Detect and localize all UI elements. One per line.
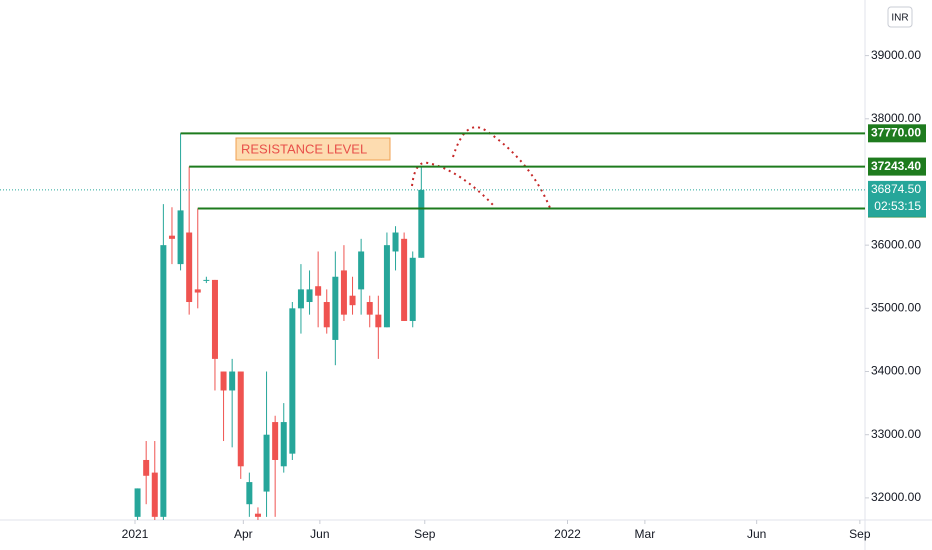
candle-body xyxy=(280,422,287,467)
candle-body xyxy=(383,245,390,328)
annotation: RESISTANCE LEVEL xyxy=(241,141,367,156)
candle-body xyxy=(143,459,150,476)
candle-body xyxy=(418,189,425,258)
candle-body xyxy=(160,245,167,517)
candle-body xyxy=(220,371,227,391)
x-tick-label: 2022 xyxy=(554,527,581,541)
candle-body xyxy=(168,235,175,239)
candle-body xyxy=(332,276,339,340)
arrow xyxy=(411,161,496,208)
candle-body xyxy=(358,251,365,290)
y-tick-label: 32000.00 xyxy=(871,490,921,504)
candle-body xyxy=(289,308,296,454)
x-tick-label: Apr xyxy=(234,527,253,541)
candle-body xyxy=(366,302,373,315)
candle-body xyxy=(254,513,261,517)
x-tick-label: Jun xyxy=(747,527,766,541)
candle-body xyxy=(177,210,184,265)
candle-body xyxy=(194,289,201,293)
level-label-box xyxy=(868,157,926,176)
y-tick-label: 33000.00 xyxy=(871,427,921,441)
candle-body xyxy=(306,289,313,303)
candle-body xyxy=(263,434,270,492)
candle-body xyxy=(272,422,279,460)
candle-body xyxy=(151,472,158,517)
candle-body xyxy=(211,279,218,359)
x-tick-label: Mar xyxy=(635,527,656,541)
level-label: 37243.40 xyxy=(871,159,921,173)
x-tick-label: Sep xyxy=(849,527,871,541)
candle-body xyxy=(315,286,322,296)
currency: INR xyxy=(891,13,908,24)
candle-body xyxy=(340,270,347,315)
candle-body xyxy=(229,371,236,391)
candle-body xyxy=(401,238,408,321)
candle-body xyxy=(349,295,356,306)
y-tick-label: 39000.00 xyxy=(871,48,921,62)
last-price-box xyxy=(868,180,926,217)
y-tick-label: 35000.00 xyxy=(871,301,921,315)
candle-body xyxy=(237,371,244,467)
candle-body xyxy=(409,257,416,321)
x-tick-label: 2021 xyxy=(122,527,149,541)
candle-body xyxy=(323,302,330,328)
y-tick-label: 38000.00 xyxy=(871,111,921,125)
countdown: 02:53:15 xyxy=(874,199,921,213)
candle-body xyxy=(392,232,399,252)
level-label-box xyxy=(868,124,926,143)
candle-body xyxy=(246,482,253,505)
currency-box[interactable] xyxy=(887,6,913,28)
candle-body xyxy=(203,279,210,281)
y-tick-label: 36000.00 xyxy=(871,237,921,251)
x-tick-label: Sep xyxy=(414,527,436,541)
y-tick-label: 34000.00 xyxy=(871,364,921,378)
x-tick-label: Jun xyxy=(310,527,329,541)
candle-body xyxy=(134,488,141,517)
level-label: 37770.00 xyxy=(871,125,921,139)
last-price-label: 36874.50 xyxy=(871,182,921,196)
candle-body xyxy=(375,314,382,328)
candle-body xyxy=(186,232,193,303)
candle-body xyxy=(297,289,304,309)
annotation-box xyxy=(235,137,391,161)
